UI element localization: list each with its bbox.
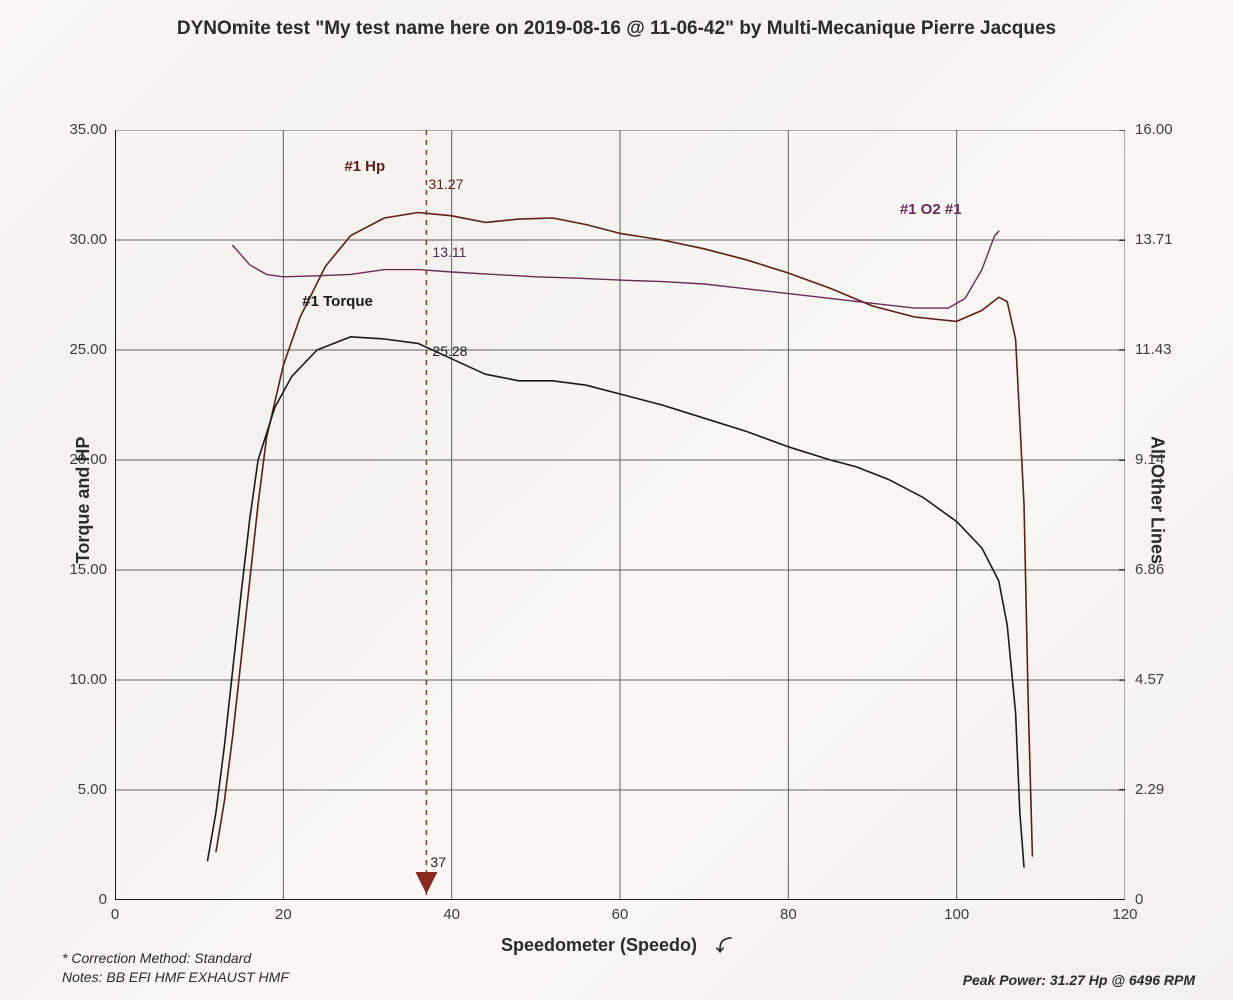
ytick-left: 15.00 [57,561,107,578]
plot-area [115,130,1125,900]
cursor-torque-readout: 25.28 [432,343,467,359]
chart-title: DYNOmite test "My test name here on 2019… [0,18,1233,40]
ytick-left: 25.00 [57,341,107,358]
xtick: 100 [937,906,977,923]
xtick: 120 [1105,906,1145,923]
hp-series-label: #1 Hp [344,158,385,175]
xtick: 20 [263,906,303,923]
ytick-right: 11.43 [1135,341,1185,358]
cursor-hp-readout: 31.27 [428,176,463,192]
x-axis-arrow-icon: ⤴ [716,934,732,958]
ytick-left: 35.00 [57,121,107,138]
cursor-o2-readout: 13.11 [432,244,466,260]
ytick-left: 30.00 [57,231,107,248]
ytick-right: 9.14 [1135,451,1185,468]
ytick-left: 5.00 [57,781,107,798]
x-axis-label-text: Speedometer (Speedo) [501,935,697,955]
dyno-chart-page: DYNOmite test "My test name here on 2019… [0,0,1233,1000]
footer-correction: * Correction Method: Standard [62,949,289,969]
ytick-right: 2.29 [1135,781,1185,798]
footer-peak-power: Peak Power: 31.27 Hp @ 6496 RPM [963,972,1195,988]
xtick: 80 [768,906,808,923]
ytick-left: 20.00 [57,451,107,468]
footer-notes: Notes: BB EFI HMF EXHAUST HMF [62,968,289,988]
o2-series-label: #1 O2 #1 [900,201,962,218]
footer-left: * Correction Method: Standard Notes: BB … [62,949,289,988]
ytick-right: 16.00 [1135,121,1185,138]
ytick-right: 4.57 [1135,671,1185,688]
cursor-x-readout: 37 [430,854,446,870]
xtick: 40 [432,906,472,923]
torque-series-label: #1 Torque [302,293,373,310]
xtick: 0 [95,906,135,923]
ytick-left: 10.00 [57,671,107,688]
ytick-right: 13.71 [1135,231,1185,248]
plot-svg [115,130,1125,900]
xtick: 60 [600,906,640,923]
ytick-right: 6.86 [1135,561,1185,578]
